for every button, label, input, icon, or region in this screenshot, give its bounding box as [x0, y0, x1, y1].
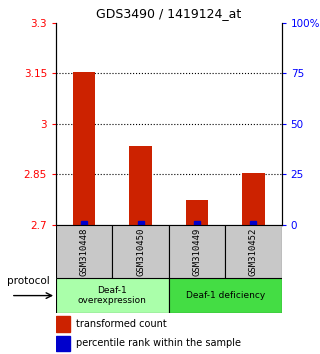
- Bar: [169, 278, 282, 313]
- Bar: [225, 225, 282, 278]
- Bar: [56, 336, 69, 351]
- Bar: [112, 225, 169, 278]
- Bar: [56, 225, 112, 278]
- Bar: [73, 72, 95, 225]
- Text: GSM310448: GSM310448: [80, 227, 89, 275]
- Bar: [169, 225, 225, 278]
- Text: Deaf-1 deficiency: Deaf-1 deficiency: [186, 291, 265, 300]
- Text: Deaf-1
overexpression: Deaf-1 overexpression: [78, 286, 147, 305]
- Bar: [242, 173, 265, 225]
- Bar: [56, 278, 169, 313]
- Text: transformed count: transformed count: [76, 319, 167, 329]
- Bar: [186, 200, 208, 225]
- Bar: [129, 146, 152, 225]
- Text: GSM310449: GSM310449: [193, 227, 202, 275]
- Text: GSM310450: GSM310450: [136, 227, 145, 275]
- Text: protocol: protocol: [7, 276, 50, 286]
- Title: GDS3490 / 1419124_at: GDS3490 / 1419124_at: [96, 7, 241, 21]
- Text: GSM310452: GSM310452: [249, 227, 258, 275]
- Text: percentile rank within the sample: percentile rank within the sample: [76, 338, 241, 348]
- Bar: [56, 316, 69, 332]
